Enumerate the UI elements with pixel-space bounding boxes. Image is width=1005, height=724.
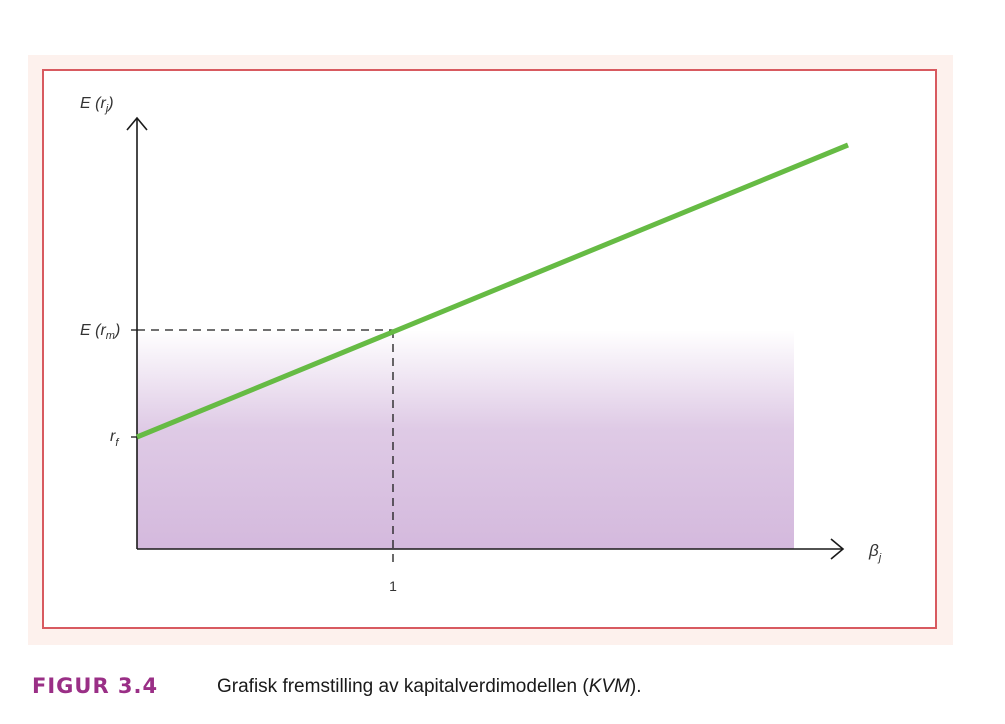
caption-text: Grafisk fremstilling av kapitalverdimode… bbox=[217, 676, 642, 697]
shaded-region bbox=[137, 330, 794, 549]
security-market-line bbox=[136, 142, 849, 440]
y-axis-label: E (rj) bbox=[80, 95, 114, 115]
risk-free-label: rf bbox=[110, 428, 119, 449]
x-axis-label: βj bbox=[868, 541, 882, 564]
figure-caption: FIGUR 3.4 Grafisk fremstilling av kapita… bbox=[32, 672, 972, 706]
caption-label: FIGUR 3.4 bbox=[32, 674, 159, 698]
market-return-label: E (rm) bbox=[80, 322, 120, 342]
beta-one-tick-label: 1 bbox=[389, 578, 397, 594]
y-axis-arrow bbox=[126, 116, 148, 131]
caption-abbreviation: KVM bbox=[588, 676, 630, 697]
x-axis-arrow bbox=[830, 538, 845, 560]
